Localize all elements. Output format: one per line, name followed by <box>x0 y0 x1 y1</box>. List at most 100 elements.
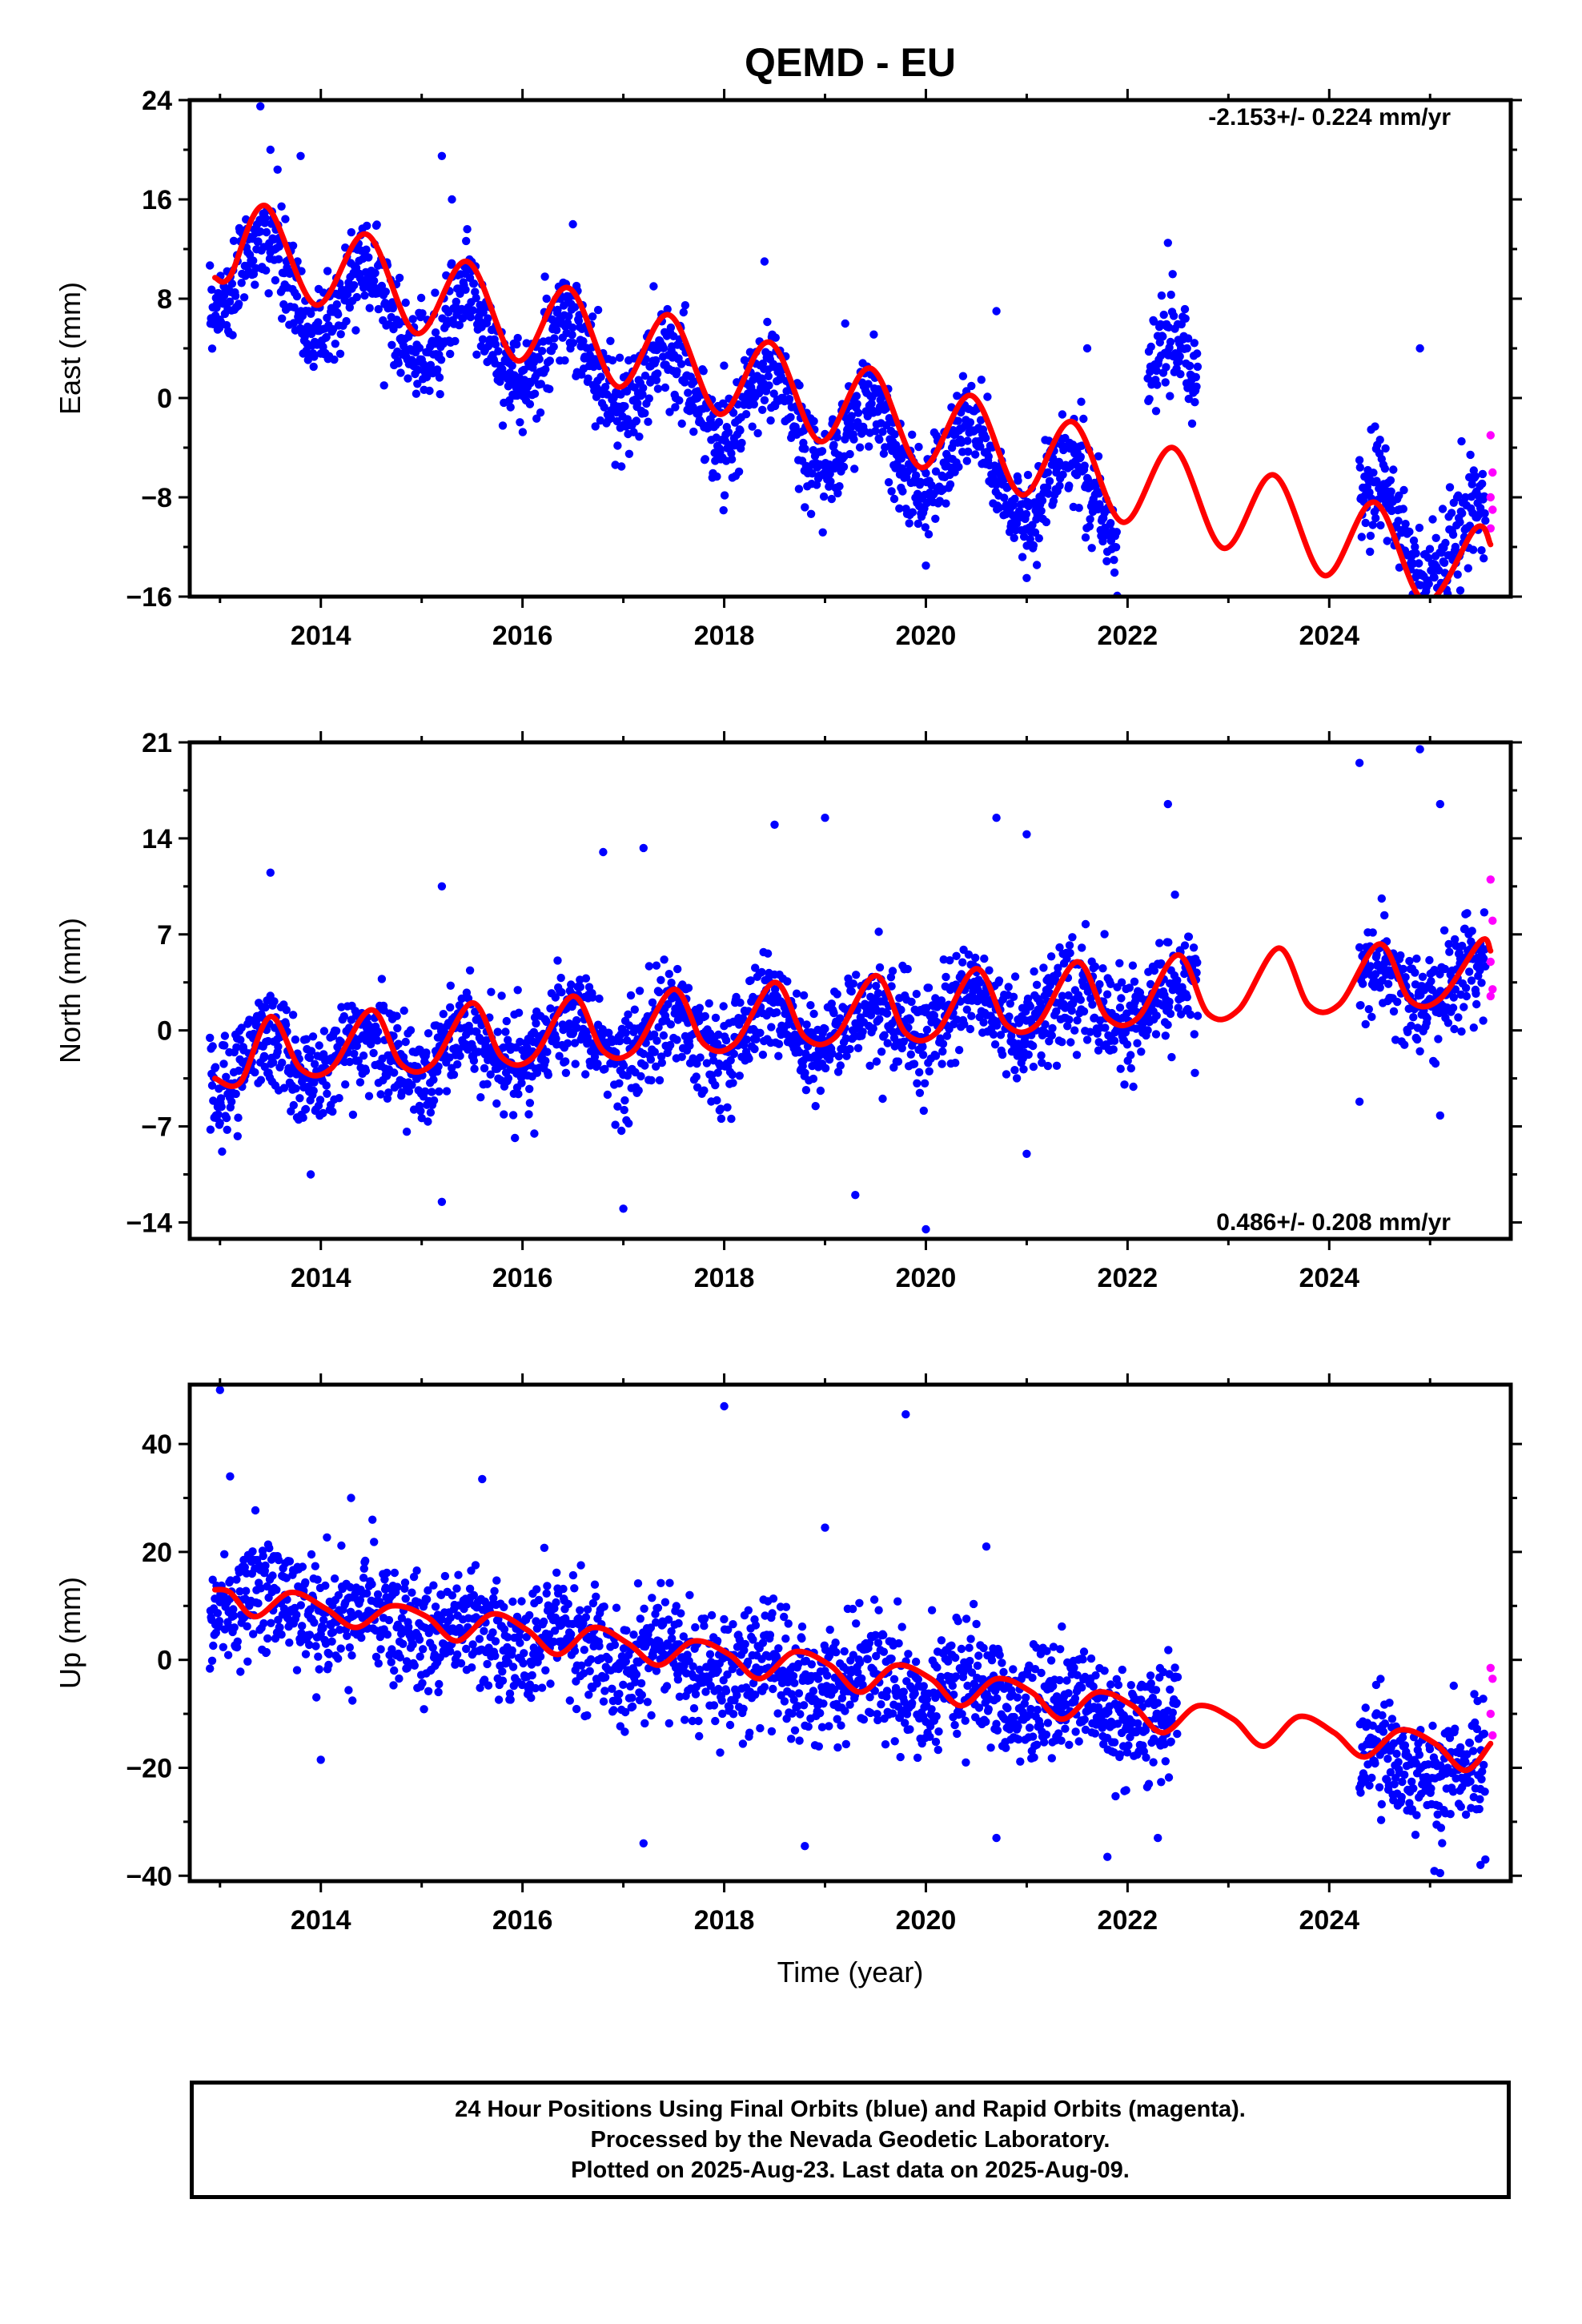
final-orbit-point <box>852 971 861 979</box>
final-orbit-point <box>1010 494 1019 504</box>
final-orbit-point <box>536 380 545 388</box>
final-orbit-point <box>556 973 565 983</box>
final-orbit-point <box>315 1665 323 1674</box>
final-orbit-point <box>640 408 649 418</box>
final-orbit-point <box>581 974 591 983</box>
final-orbit-point <box>770 985 780 994</box>
final-orbit-point <box>1440 964 1450 974</box>
final-orbit-point <box>752 1035 761 1044</box>
final-orbit-point <box>1047 1031 1057 1040</box>
final-orbit-point <box>513 986 522 995</box>
final-orbit-point <box>1454 491 1463 500</box>
final-orbit-point <box>570 1584 579 1593</box>
final-orbit-point <box>233 1132 242 1141</box>
final-orbit-point <box>491 1651 500 1660</box>
final-orbit-point <box>593 305 603 315</box>
final-orbit-point <box>1066 948 1074 958</box>
final-orbit-point <box>281 215 290 223</box>
final-orbit-point <box>335 1094 343 1103</box>
final-orbit-point <box>1478 479 1487 489</box>
final-orbit-point <box>1401 973 1410 982</box>
final-orbit-point <box>269 1058 278 1068</box>
final-orbit-point <box>559 1584 568 1594</box>
final-orbit-point <box>1375 436 1384 444</box>
final-orbit-point <box>1192 968 1201 977</box>
final-orbit-point <box>424 1029 433 1038</box>
final-orbit-point <box>760 257 769 266</box>
final-orbit-point <box>1106 979 1115 989</box>
final-orbit-point <box>334 1654 343 1663</box>
final-orbit-point <box>243 1622 251 1631</box>
final-orbit-point <box>437 1197 447 1207</box>
final-orbit-point <box>964 447 973 456</box>
final-orbit-point <box>1457 436 1466 446</box>
final-orbit-point <box>766 416 775 425</box>
final-orbit-point <box>1180 941 1190 950</box>
final-orbit-point <box>1184 394 1194 404</box>
final-orbit-point <box>373 1027 383 1036</box>
final-orbit-point <box>1150 317 1158 326</box>
final-orbit-point <box>1447 509 1456 517</box>
final-orbit-point <box>323 1089 331 1099</box>
final-orbit-point <box>408 1640 417 1649</box>
final-orbit-point <box>435 373 444 382</box>
final-orbit-point <box>875 435 884 444</box>
final-orbit-point <box>1457 1027 1466 1036</box>
final-orbit-point <box>647 1711 656 1720</box>
final-orbit-point <box>508 1597 517 1606</box>
final-orbit-point <box>1415 523 1424 533</box>
final-orbit-point <box>699 367 708 376</box>
final-orbit-point <box>1425 545 1435 553</box>
final-orbit-point <box>960 1019 969 1029</box>
x-tick-label: 2018 <box>694 621 755 651</box>
final-orbit-point <box>314 318 323 327</box>
final-orbit-point <box>446 981 455 991</box>
final-orbit-point <box>422 1594 432 1604</box>
final-orbit-point <box>583 1711 592 1720</box>
final-orbit-point <box>878 428 887 436</box>
final-orbit-point <box>256 102 265 111</box>
final-orbit-point <box>1088 1000 1097 1009</box>
final-orbit-point <box>653 384 663 393</box>
final-orbit-point <box>1129 1082 1138 1092</box>
final-orbit-point <box>727 448 736 458</box>
final-orbit-point <box>677 360 686 368</box>
final-orbit-point <box>279 1084 289 1092</box>
final-orbit-point <box>307 1047 316 1055</box>
final-orbit-point <box>239 293 249 302</box>
final-orbit-point <box>609 1706 618 1715</box>
final-orbit-point <box>908 508 917 517</box>
north-rate-label: 0.486+/- 0.208 mm/yr <box>1216 1209 1451 1236</box>
final-orbit-point <box>619 1061 628 1070</box>
final-orbit-point <box>256 1076 266 1084</box>
final-orbit-point <box>403 1663 412 1673</box>
north-y-axis-title: North (mm) <box>54 918 86 1063</box>
final-orbit-point <box>408 1588 416 1597</box>
final-orbit-point <box>301 1578 310 1587</box>
final-orbit-point <box>323 313 331 323</box>
final-orbit-point <box>1126 1051 1135 1059</box>
rapid-orbit-point <box>1486 957 1496 967</box>
final-orbit-point <box>1086 1027 1094 1036</box>
final-orbit-point <box>887 487 896 496</box>
final-orbit-point <box>298 1622 307 1630</box>
final-orbit-point <box>1418 601 1426 609</box>
final-orbit-point <box>536 1652 545 1661</box>
final-orbit-point <box>677 1052 686 1062</box>
final-orbit-point <box>387 1645 396 1654</box>
final-orbit-point <box>1453 570 1462 579</box>
final-orbit-point <box>661 383 670 392</box>
final-orbit-point <box>1022 830 1031 839</box>
final-orbit-point <box>853 1043 863 1053</box>
final-orbit-point <box>595 994 604 1003</box>
final-orbit-point <box>456 1051 464 1060</box>
final-orbit-point <box>853 400 861 408</box>
final-orbit-point <box>289 1100 298 1110</box>
final-orbit-point <box>508 1663 518 1671</box>
final-orbit-point <box>1037 1051 1046 1060</box>
final-orbit-point <box>1423 1014 1431 1023</box>
final-orbit-point <box>921 523 930 532</box>
final-orbit-point <box>277 202 286 211</box>
final-orbit-point <box>592 1592 600 1602</box>
final-orbit-point <box>565 1696 574 1705</box>
